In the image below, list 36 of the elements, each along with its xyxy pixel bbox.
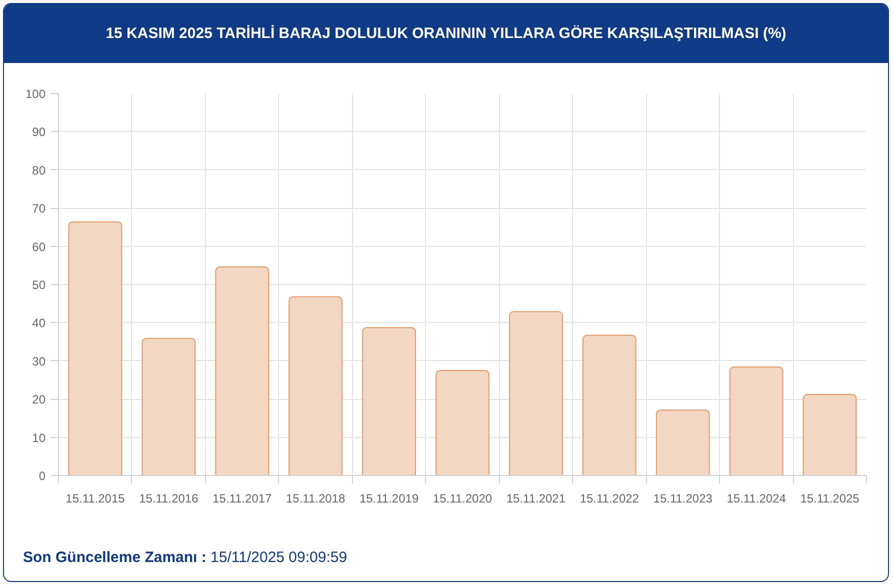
bar [436,370,490,476]
y-tick-label: 100 [25,87,46,101]
y-tick-label: 0 [38,469,46,483]
y-tick-label: 90 [32,125,46,140]
x-tick-label: 15.11.2022 [580,492,640,506]
x-tick-label: 15.11.2016 [139,492,199,506]
x-tick-label: 15.11.2015 [66,492,126,506]
bar [215,266,270,476]
bar [509,311,563,476]
y-tick-label: 30 [32,354,46,368]
chart-title: 15 KASIM 2025 TARİHLİ BARAJ DOLULUK ORANININ YILLARA GÖRE KARŞILAŞTIRILMASI (%) [4,4,888,63]
bar [729,366,784,476]
x-tick-label: 15.11.2021 [506,492,566,506]
text: 15/11/2025 09:09:59 [210,549,348,566]
y-tick-label: 50 [32,278,46,292]
text: Son Güncelleme Zamanı : [23,549,206,566]
y-tick-label: 70 [32,202,46,216]
y-tick-label: 60 [32,240,46,254]
y-tick-label: 20 [32,392,46,407]
x-tick-label: 15.11.2018 [286,492,346,506]
bar [68,221,122,476]
bar [802,394,857,476]
bar [362,327,416,476]
x-tick-label: 15.11.2025 [800,492,860,506]
x-tick-label: 15.11.2019 [359,492,419,506]
y-tick-label: 80 [32,163,46,178]
x-tick-label: 15.11.2020 [432,492,492,506]
x-tick-label: 15.11.2017 [212,492,272,506]
bar [656,410,710,476]
bar [142,338,196,476]
bar [288,296,343,476]
x-tick-label: 15.11.2024 [726,492,786,506]
y-tick-label: 40 [32,316,46,330]
bar [582,334,636,476]
x-tick-label: 15.11.2023 [653,492,713,506]
y-tick-label: 10 [32,430,46,445]
